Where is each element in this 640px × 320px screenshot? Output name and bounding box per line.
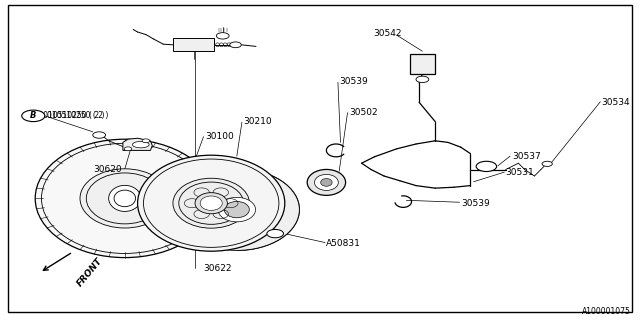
Text: 30210: 30210 (243, 117, 272, 126)
Ellipse shape (138, 155, 285, 251)
Text: 30537: 30537 (512, 152, 541, 161)
Text: B010510250 ( 2 ): B010510250 ( 2 ) (38, 111, 105, 120)
Ellipse shape (35, 139, 214, 258)
Ellipse shape (80, 169, 170, 228)
Text: 30534: 30534 (602, 98, 630, 107)
Text: 30531: 30531 (506, 168, 534, 177)
Ellipse shape (93, 132, 106, 138)
Text: 30620: 30620 (93, 165, 122, 174)
Text: FRONT: FRONT (76, 257, 104, 289)
Ellipse shape (195, 193, 227, 214)
Ellipse shape (174, 169, 300, 250)
Text: 30542: 30542 (373, 29, 401, 38)
Polygon shape (173, 38, 214, 51)
Ellipse shape (314, 174, 339, 190)
Polygon shape (123, 138, 152, 150)
Ellipse shape (476, 161, 497, 172)
Circle shape (22, 110, 45, 122)
Ellipse shape (416, 76, 429, 83)
Text: B: B (30, 111, 36, 120)
Ellipse shape (142, 139, 150, 143)
Ellipse shape (224, 202, 250, 218)
Ellipse shape (321, 179, 332, 186)
Ellipse shape (267, 229, 284, 238)
Ellipse shape (216, 33, 229, 39)
Text: A50831: A50831 (326, 239, 361, 248)
Ellipse shape (200, 196, 222, 211)
Ellipse shape (173, 178, 250, 228)
Text: 30502: 30502 (349, 108, 378, 116)
Text: 010510250 ( 2 ): 010510250 ( 2 ) (47, 111, 109, 120)
Ellipse shape (109, 185, 141, 212)
Ellipse shape (124, 147, 132, 151)
Ellipse shape (218, 197, 255, 222)
Ellipse shape (132, 141, 149, 148)
Text: 30539: 30539 (461, 199, 490, 208)
Ellipse shape (307, 170, 346, 195)
Text: 30622: 30622 (204, 264, 232, 273)
Polygon shape (410, 54, 435, 74)
Text: A100001075: A100001075 (582, 307, 630, 316)
Text: 30100: 30100 (205, 132, 234, 140)
Ellipse shape (542, 161, 552, 166)
Text: 30539: 30539 (339, 77, 368, 86)
Ellipse shape (230, 42, 241, 48)
